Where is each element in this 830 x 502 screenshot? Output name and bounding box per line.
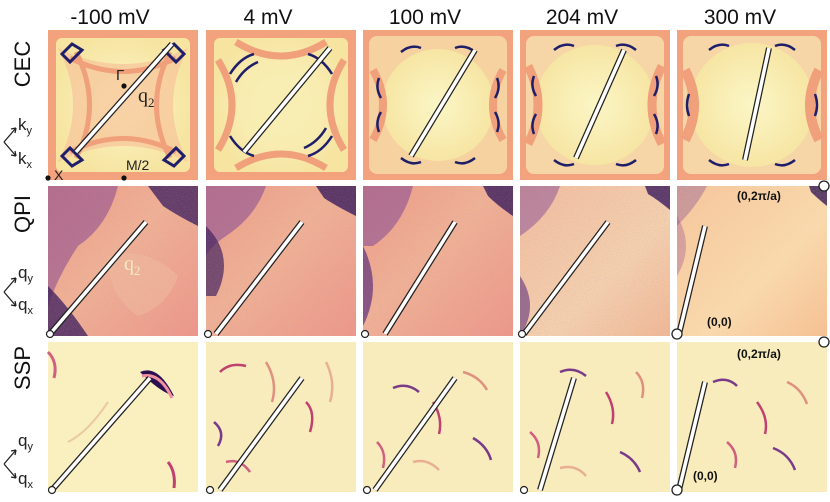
axis-glyph-cec: ky kx — [3, 115, 33, 171]
ssp-panel-4 — [520, 342, 670, 492]
qpi-corner-marker-top — [818, 180, 830, 192]
vector-label-qpi: q2 — [124, 253, 141, 278]
qpi-corner-top-label: (0,2π/a) — [737, 189, 781, 203]
cec-panel-3 — [363, 30, 513, 180]
qpi-panel-3 — [363, 186, 513, 336]
cec-panel-1: Γ q2 — [48, 30, 198, 180]
row-label-qpi: QPI — [10, 195, 35, 233]
svg-text:qx: qx — [18, 469, 33, 491]
point-x: X — [54, 167, 64, 183]
axis-glyph-qpi: qy qx — [3, 263, 33, 317]
qpi-corner-origin-label: (0,0) — [707, 315, 732, 329]
column-label-4: 204 mV — [546, 6, 618, 29]
cec-panel-4 — [520, 30, 670, 180]
qpi-panel-2 — [206, 186, 356, 336]
cec-panel-5 — [677, 30, 827, 180]
cec-panel-2 — [206, 30, 356, 180]
ssp-panel-5: (0,2π/a) (0,0) — [676, 342, 827, 492]
column-label-2: 4 mV — [243, 6, 292, 29]
ssp-corner-origin-label: (0,0) — [693, 469, 718, 483]
svg-text:qy: qy — [18, 263, 33, 285]
qpi-panel-1: q2 — [47, 186, 198, 336]
qpi-panel-4 — [520, 186, 670, 336]
ssp-corner-marker-top — [818, 336, 830, 348]
row-labels: CEC QPI SSP — [10, 41, 35, 390]
column-labels: -100 mV 4 mV 100 mV 204 mV 300 mV — [70, 6, 776, 29]
point-gamma: Γ — [116, 67, 124, 84]
ssp-corner-top-label: (0,2π/a) — [737, 347, 781, 361]
svg-text:qy: qy — [18, 431, 33, 453]
row-label-cec: CEC — [10, 41, 35, 88]
qpi-corner-marker-origin — [671, 328, 683, 340]
svg-text:kx: kx — [18, 149, 33, 171]
svg-text:ky: ky — [18, 115, 33, 137]
axis-glyph-ssp: qy qx — [3, 431, 33, 491]
column-label-1: -100 mV — [70, 6, 149, 29]
ssp-corner-marker-origin — [671, 484, 683, 496]
vector-label-cec: q2 — [138, 85, 155, 110]
origin-markers — [45, 329, 529, 495]
svg-text:qx: qx — [18, 295, 33, 317]
column-label-3: 100 mV — [389, 6, 461, 29]
column-label-5: 300 mV — [704, 6, 776, 29]
ssp-panel-3 — [363, 342, 513, 492]
qpi-panel-5: (0,2π/a) (0,0) — [676, 186, 827, 336]
ssp-panel-2 — [206, 342, 356, 492]
ssp-panel-1 — [46, 342, 198, 492]
point-m2: M/2 — [126, 157, 150, 173]
row-label-ssp: SSP — [10, 346, 35, 390]
